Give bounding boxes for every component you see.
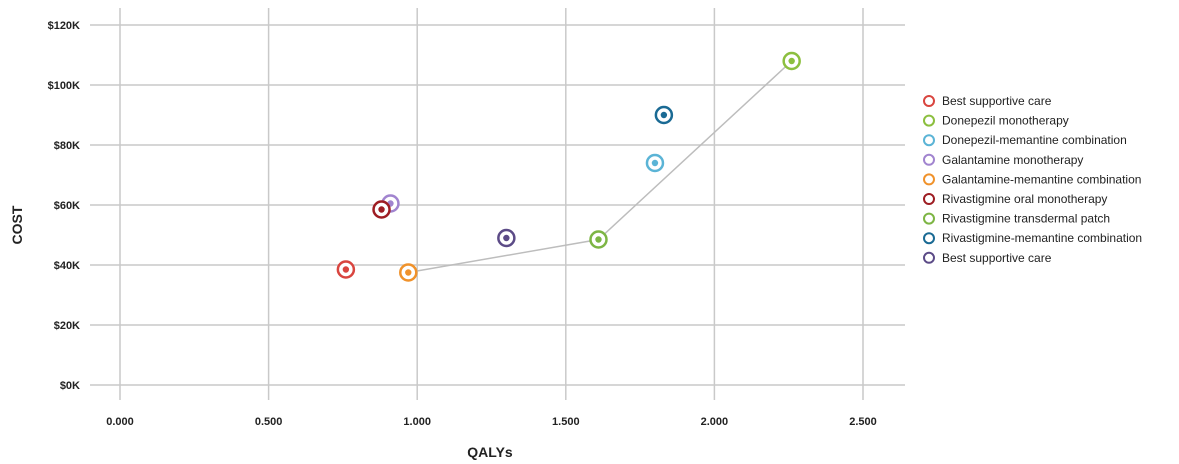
x-tick-label: 2.500 [849, 416, 877, 428]
data-point-center [660, 111, 668, 119]
data-point [654, 105, 674, 125]
data-point [645, 153, 665, 173]
x-tick-label: 0.500 [255, 416, 283, 428]
legend-label: Galantamine-memantine combination [942, 172, 1141, 186]
data-point [399, 263, 418, 282]
data-point [589, 230, 608, 249]
data-points [336, 51, 801, 282]
y-tick-label: $60K [54, 200, 80, 212]
legend-label: Donepezil-memantine combination [942, 133, 1127, 147]
y-axis-ticks: $0K $20K $40K $60K $80K $100K $120K [48, 20, 80, 392]
legend-item: Best supportive care [923, 94, 1052, 108]
legend-item: Best supportive care [923, 251, 1052, 265]
data-point-center [378, 206, 385, 213]
legend-marker [923, 95, 935, 107]
data-point-center [342, 266, 350, 273]
y-axis-title: COST [9, 205, 25, 244]
legend-item: Galantamine-memantine combination [923, 172, 1141, 186]
legend-marker [923, 193, 935, 205]
legend-marker [923, 212, 935, 225]
y-tick-label: $20K [54, 320, 80, 332]
data-point-center [405, 269, 412, 276]
legend-label: Rivastigmine oral monotherapy [942, 192, 1107, 206]
data-point [372, 200, 391, 219]
legend-marker [923, 153, 935, 166]
legend-item: Rivastigmine transdermal patch [923, 212, 1110, 226]
legend: Best supportive care Donepezil monotherap… [923, 94, 1142, 265]
legend-label: Donepezil monotherapy [942, 114, 1069, 128]
legend-label: Rivastigmine-memantine combination [942, 231, 1142, 245]
data-point-center [651, 159, 659, 167]
y-tick-label: $0K [60, 380, 80, 392]
x-tick-label: 1.500 [552, 416, 580, 428]
legend-marker [923, 114, 935, 127]
legend-label: Galantamine monotherapy [942, 153, 1083, 167]
legend-item: Donepezil-memantine combination [923, 133, 1127, 147]
legend-label: Rivastigmine transdermal patch [942, 212, 1110, 226]
legend-marker [923, 134, 935, 147]
x-tick-label: 2.000 [701, 416, 729, 428]
legend-marker [923, 173, 935, 186]
legend-item: Donepezil monotherapy [923, 114, 1069, 128]
data-point [497, 228, 516, 248]
data-point-center [595, 236, 602, 243]
x-tick-label: 1.000 [403, 416, 431, 428]
data-point-center [503, 234, 510, 242]
y-tick-label: $80K [54, 140, 80, 152]
grid [90, 8, 905, 400]
legend-item: Rivastigmine oral monotherapy [923, 192, 1107, 206]
y-tick-label: $40K [54, 260, 80, 272]
legend-item: Rivastigmine-memantine combination [923, 231, 1142, 245]
data-point [782, 51, 801, 71]
x-tick-label: 0.000 [106, 416, 134, 428]
legend-label: Best supportive care [942, 94, 1052, 108]
legend-marker [923, 251, 935, 264]
data-point [336, 260, 356, 279]
y-tick-label: $100K [48, 80, 80, 92]
legend-marker [923, 232, 935, 245]
legend-item: Galantamine monotherapy [923, 153, 1083, 167]
data-point-center [788, 57, 795, 65]
x-axis-title: QALYs [467, 444, 513, 460]
legend-label: Best supportive care [942, 251, 1052, 265]
y-tick-label: $120K [48, 20, 80, 32]
x-axis-ticks: 0.000 0.500 1.000 1.500 2.000 2.500 [106, 416, 877, 428]
